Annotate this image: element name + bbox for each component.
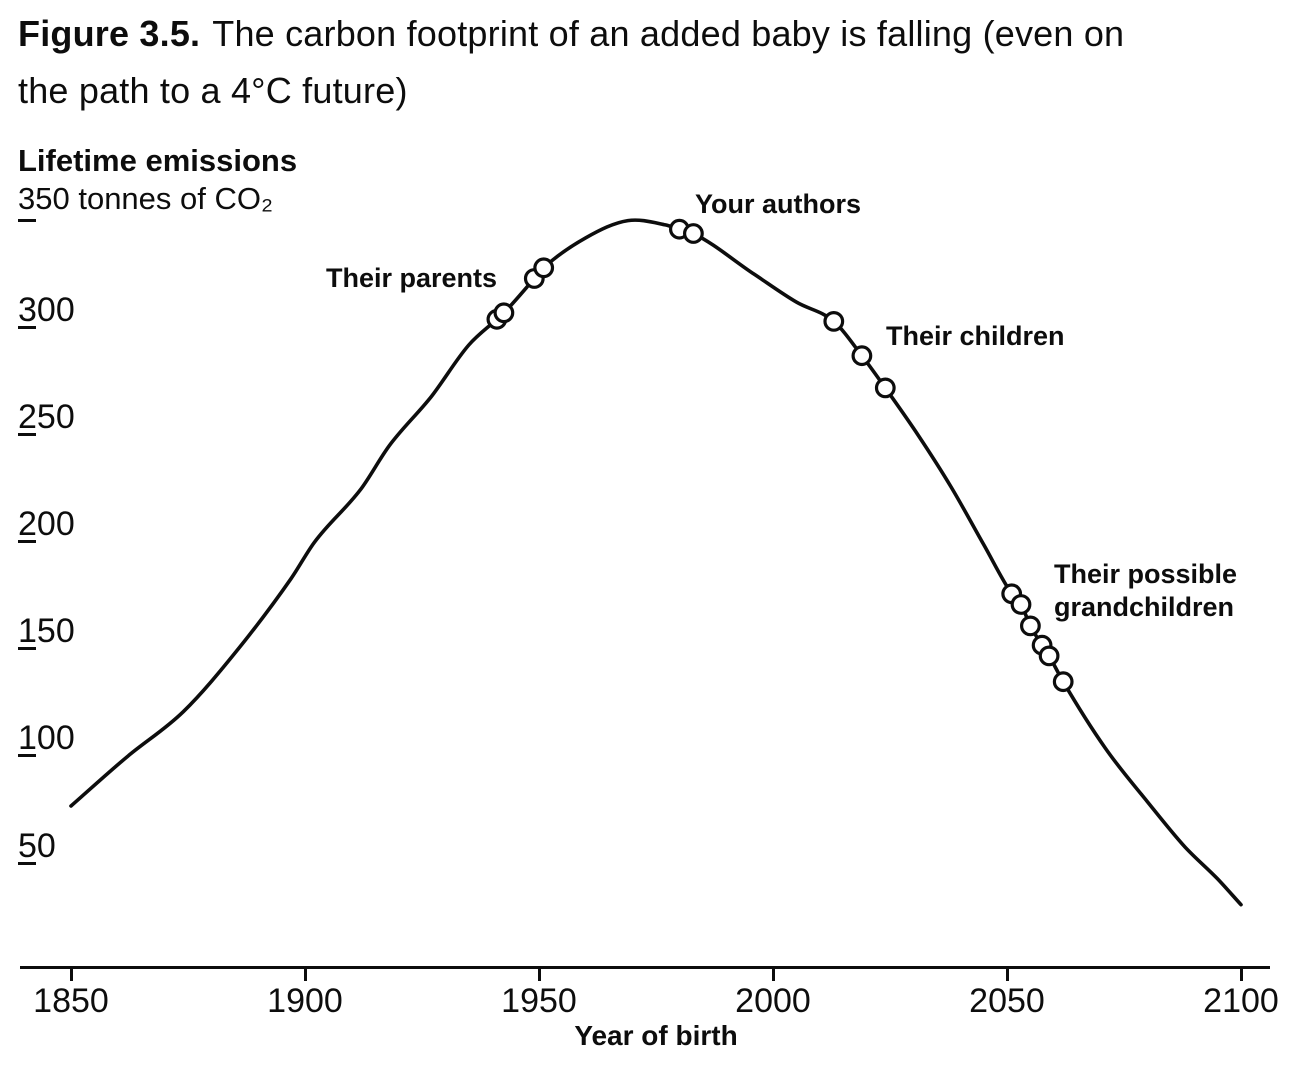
annotation-your-authors: Your authors [695,189,862,219]
x-tick-label-2050: 2050 [969,982,1045,1020]
y-tick-label-250: 250 [18,398,75,436]
x-axis-tick-mark-2100 [1240,968,1243,981]
y-axis-tick-mark-100 [18,754,36,757]
x-tick-label-2000: 2000 [735,982,811,1020]
x-tick-label-1900: 1900 [267,982,343,1020]
x-axis-tick-mark-1950 [538,968,541,981]
figure-number: Figure 3.5. [18,13,201,54]
y-axis-tick-mark-300 [18,326,36,329]
y-tick-label-100: 100 [18,719,75,757]
annotation-their-children: Their children [886,321,1065,351]
x-axis-tick-mark-1900 [304,968,307,981]
x-axis-line [20,966,1270,969]
y-axis-tick-mark-200 [18,540,36,543]
x-axis-title: Year of birth [574,1020,738,1051]
y-axis-title: Lifetime emissions [18,143,298,178]
data-point-grandchildren [1038,645,1060,667]
annotation-their-possible-grandchildren: Their possible grandchildren [1054,559,1238,622]
data-point-grandchildren [1052,671,1074,693]
x-axis-tick-mark-2000 [772,968,775,981]
data-point-grandchildren [1010,594,1032,615]
data-point-children [874,377,896,399]
y-tick-label-50: 50 [18,827,56,865]
y-tick-label-150: 150 [18,612,75,650]
y-tick-label-200: 200 [18,505,75,543]
figure-title: Figure 3.5. The carbon footprint of an ad… [18,5,1268,119]
figure-title-line1: The carbon footprint of an added baby is… [212,13,1125,54]
y-axis-tick-mark-150 [18,647,36,650]
x-tick-label-1950: 1950 [501,982,577,1020]
y-axis-tick-mark-250 [18,433,36,436]
x-tick-label-1850: 1850 [33,982,109,1020]
data-point-children [823,311,845,332]
data-point-authors [683,223,704,244]
figure-title-line2: the path to a 4°C future) [18,70,408,111]
y-tick-label-300: 300 [18,291,75,329]
y-axis-tick-mark-50 [18,862,36,865]
data-point-grandchildren [1020,615,1041,637]
data-point-parents [493,302,515,324]
x-axis-tick-mark-2050 [1006,968,1009,981]
y-axis-header: Lifetime emissions 350 tonnes of CO₂ [18,142,297,218]
data-point-children [851,345,873,367]
y-axis-subtitle: 350 tonnes of CO₂ [18,181,274,216]
data-point-parents [533,257,555,279]
x-axis-tick-mark-1850 [70,968,73,981]
x-tick-label-2100: 2100 [1203,982,1279,1020]
annotation-their-parents: Their parents [325,263,497,293]
y-axis-tick-mark-350 [18,219,36,222]
